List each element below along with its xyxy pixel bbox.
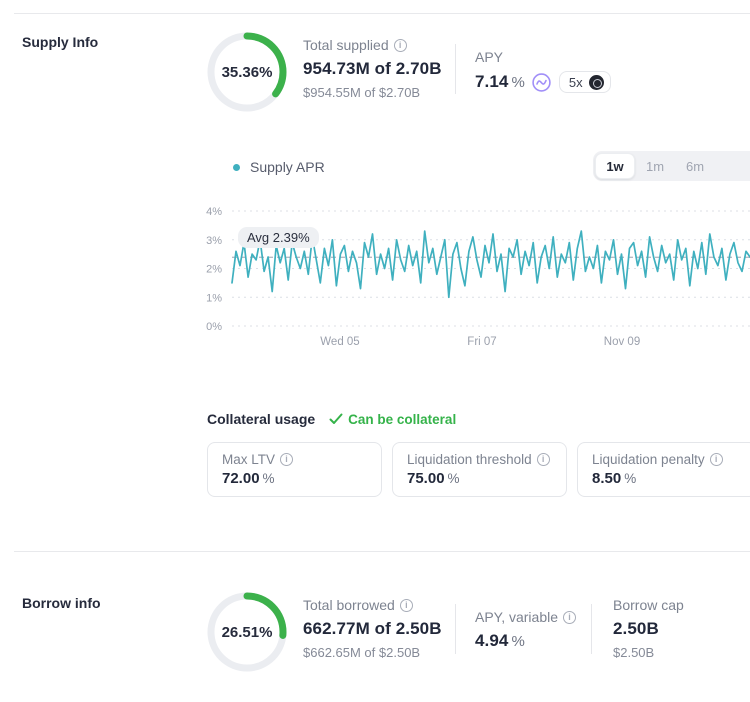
collateral-usage-title: Collateral usage <box>207 411 316 427</box>
max-ltv-value: 72.00% <box>222 470 275 487</box>
borrow-cap-column: Borrow cap 2.50B $2.50B <box>613 597 684 660</box>
borrow-apy-value: 4.94 <box>475 631 509 650</box>
supply-apr-line <box>231 230 750 299</box>
supply-apr-chart[interactable]: 0% 1% 2% 3% 4% Wed 05 Fri 07 Nov 09 <box>0 195 750 360</box>
info-icon[interactable]: i <box>709 453 723 466</box>
gauge-arc <box>207 592 287 672</box>
x-tick-label: Wed 05 <box>320 336 359 348</box>
info-icon[interactable]: i <box>280 453 294 466</box>
borrow-apy-column: APY, variable i 4.94 % <box>475 609 577 651</box>
supply-apy-column: APY 7.14 % 5x <box>475 49 611 93</box>
liquidation-threshold-label: Liquidation threshold i <box>407 452 552 467</box>
can-be-collateral-badge: Can be collateral <box>329 412 456 427</box>
x-tick-label: Fri 07 <box>467 336 496 348</box>
liquidation-penalty-value: 8.50% <box>592 470 637 487</box>
supply-apy-label: APY <box>475 49 504 65</box>
borrow-cap-value: 2.50B <box>613 619 659 638</box>
column-divider <box>455 44 456 94</box>
range-6m-button[interactable]: 6m <box>675 153 715 179</box>
total-borrowed-value: 662.77M of 2.50B <box>303 619 442 638</box>
y-tick-label: 0% <box>206 321 222 333</box>
y-tick-label: 2% <box>206 264 222 276</box>
borrow-apy-unit: % <box>511 632 525 650</box>
max-ltv-card: Max LTV i 72.00% <box>207 442 382 497</box>
time-range-selector: 1w 1m 6m <box>593 151 750 181</box>
total-borrowed-column: Total borrowed i 662.77M of 2.50B $662.6… <box>303 597 442 660</box>
borrow-cap-usd: $2.50B <box>613 645 655 660</box>
top-divider <box>14 13 750 14</box>
liquidation-penalty-card: Liquidation penalty i 8.50% <box>577 442 750 497</box>
borrow-usage-percent: 26.51% <box>221 623 273 641</box>
total-supplied-column: Total supplied i 954.73M of 2.70B $954.5… <box>303 37 442 100</box>
apr-wave-icon[interactable] <box>532 72 551 92</box>
check-icon <box>329 413 343 424</box>
total-borrowed-label: Total borrowed i <box>303 597 442 613</box>
borrow-info-heading: Borrow info <box>22 595 101 611</box>
borrow-cap-label: Borrow cap <box>613 597 684 613</box>
total-supplied-usd: $954.55M of $2.70B <box>303 85 421 100</box>
can-be-collateral-text: Can be collateral <box>348 411 457 427</box>
total-borrowed-usd: $662.65M of $2.50B <box>303 645 421 660</box>
supply-info-heading: Supply Info <box>22 34 99 50</box>
average-apr-pill: Avg 2.39% <box>238 227 319 248</box>
x-tick-label: Nov 09 <box>604 336 640 348</box>
y-tick-label: 4% <box>206 206 222 218</box>
max-ltv-label: Max LTV i <box>222 452 367 467</box>
liquidation-threshold-card: Liquidation threshold i 75.00% <box>392 442 567 497</box>
total-supplied-label: Total supplied i <box>303 37 442 53</box>
range-1m-button[interactable]: 1m <box>635 153 675 179</box>
borrow-usage-gauge: 26.51% <box>207 592 287 672</box>
info-icon[interactable]: i <box>536 453 550 466</box>
borrow-apy-label: APY, variable i <box>475 609 577 625</box>
supply-apy-value: 7.14 <box>475 72 509 91</box>
gauge-arc <box>207 32 287 112</box>
supply-usage-percent: 35.36% <box>221 63 273 81</box>
range-1w-button[interactable]: 1w <box>595 153 635 179</box>
liquidation-penalty-label: Liquidation penalty i <box>592 452 742 467</box>
info-icon[interactable]: i <box>563 610 577 624</box>
legend-label: Supply APR <box>250 159 325 175</box>
liquidation-threshold-value: 75.00% <box>407 470 460 487</box>
column-divider <box>455 604 456 654</box>
supply-usage-gauge: 35.36% <box>207 32 287 112</box>
total-supplied-value: 954.73M of 2.70B <box>303 59 442 78</box>
y-tick-label: 3% <box>206 235 222 247</box>
column-divider <box>591 604 592 654</box>
legend-dot-icon <box>233 163 240 171</box>
token-icon <box>588 74 604 90</box>
chart-legend: Supply APR <box>233 159 325 175</box>
collateral-usage-header: Collateral usage Can be collateral <box>207 411 456 427</box>
info-icon[interactable]: i <box>399 598 413 612</box>
multiplier-value: 5x <box>568 74 583 90</box>
y-tick-label: 1% <box>206 292 222 304</box>
multiplier-badge[interactable]: 5x <box>558 71 611 93</box>
section-divider <box>14 551 750 552</box>
supply-apy-unit: % <box>511 73 525 91</box>
info-icon[interactable]: i <box>393 38 407 52</box>
